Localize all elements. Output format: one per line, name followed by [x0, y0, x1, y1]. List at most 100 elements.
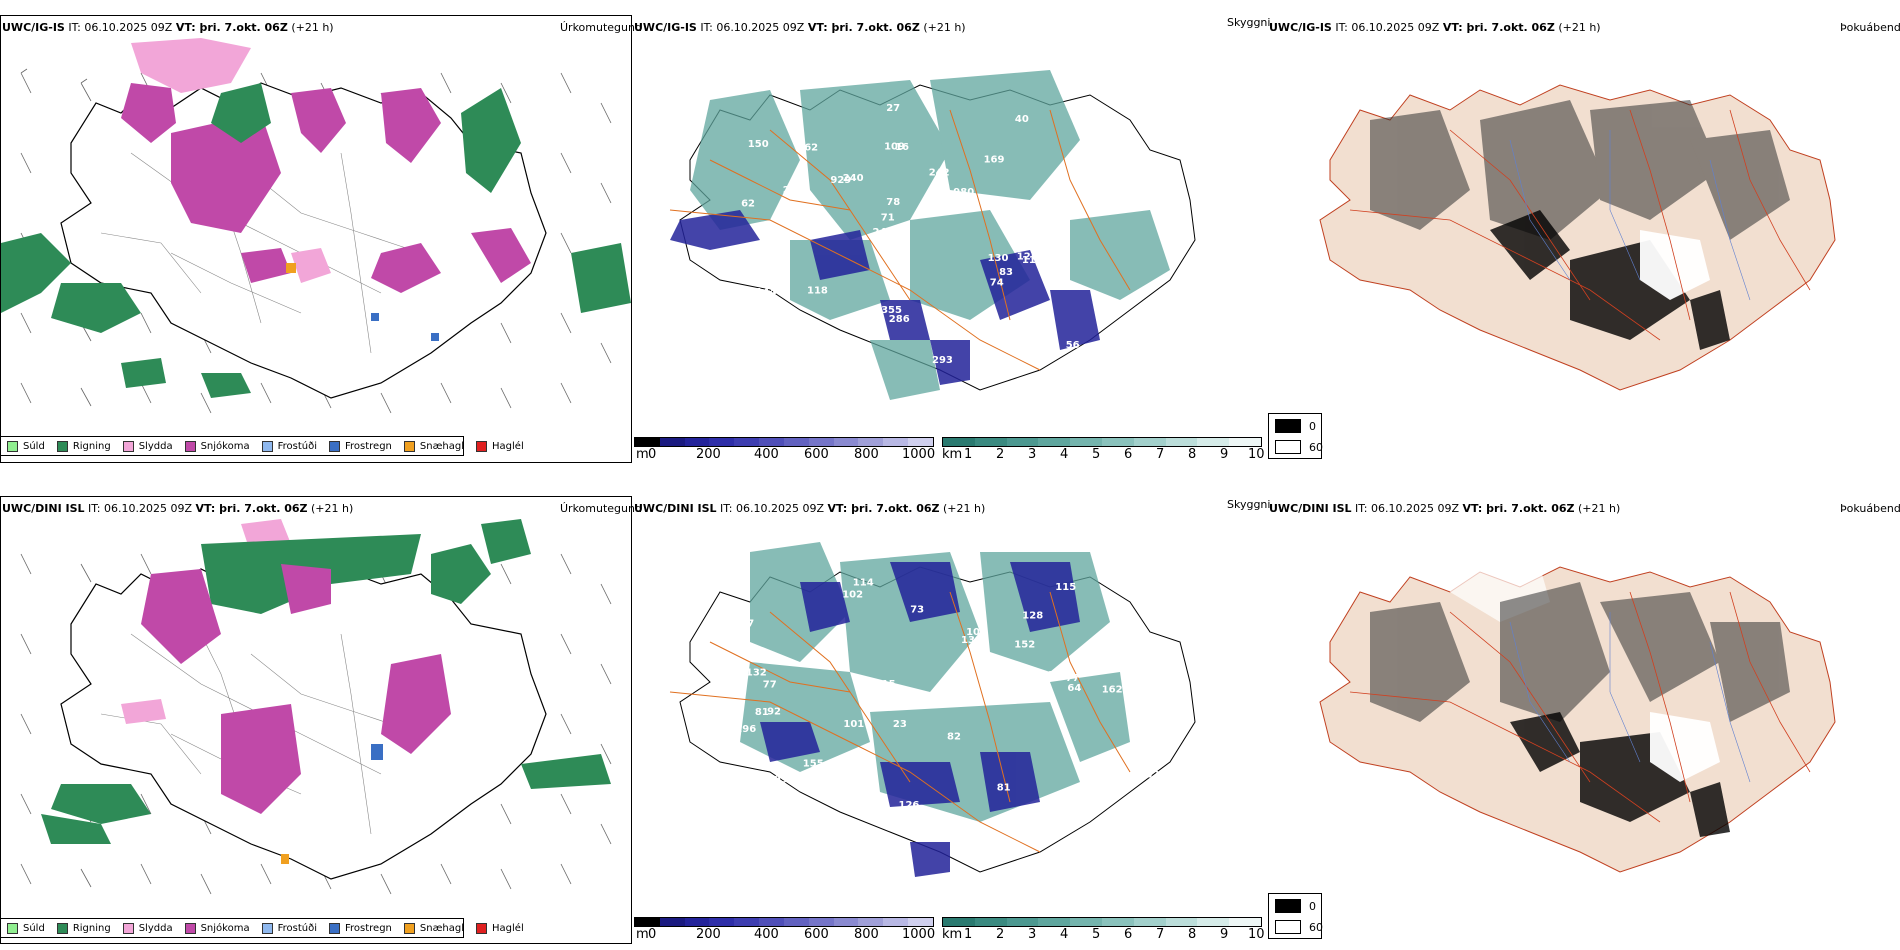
- precip-title-top: Úrkomutegund: [560, 21, 642, 34]
- fog-map-bottom: [1319, 532, 1836, 873]
- cloud-base-label: 117: [733, 618, 754, 629]
- legend-item: Rigning: [56, 922, 111, 934]
- fog-title-bottom: Þokuábendi: [1840, 502, 1900, 515]
- legend-item: Haglél: [476, 440, 524, 452]
- tick-label: 10: [1248, 927, 1265, 942]
- tick-label: 1000: [902, 927, 936, 942]
- swatch-drizzle: [7, 440, 18, 452]
- cloud-base-label: 56: [1066, 340, 1080, 351]
- init-time: IT: 06.10.2025 09Z: [68, 21, 173, 34]
- colorbar-cell: [684, 918, 710, 926]
- cloud-base-label: 630: [1143, 684, 1164, 695]
- cloud-base-label: 76: [805, 337, 819, 348]
- cloud-base-label: 84: [899, 687, 913, 698]
- legend-item: Slydda: [122, 922, 173, 934]
- swatch-sleet: [122, 440, 134, 452]
- tick-label: 8: [1188, 927, 1197, 942]
- cloud-map-bottom: 114 128 222 23 82 92 117 152 196 130 118 99 102 101 11…: [669, 542, 1196, 877]
- lead-time: (+21 h): [943, 502, 986, 515]
- precip-legend-top: Súld Rigning Slydda Snjókoma Frostúði Fr…: [0, 436, 524, 456]
- cloud-base-label: 81: [755, 707, 769, 718]
- cloud-base-label: 40: [1015, 114, 1029, 125]
- model-name: UWC/DINI ISL: [634, 502, 717, 515]
- legend-item: Súld: [7, 440, 45, 452]
- swatch-hail: [476, 440, 488, 452]
- model-name: UWC/IG-IS: [634, 21, 697, 34]
- tick-label: 3: [1028, 447, 1037, 462]
- cloud-base-label: 135: [1071, 802, 1092, 813]
- tick-label: 800: [854, 447, 879, 462]
- swatch-drizzle: [7, 922, 18, 934]
- legend-label: Súld: [23, 440, 45, 452]
- legend-item: Slydda: [122, 440, 173, 452]
- cloud-base-label: 115: [875, 679, 896, 690]
- fog-legend-label: 0: [1309, 899, 1316, 913]
- legend-item: Snjókoma: [184, 440, 250, 452]
- cloud-base-label: 118: [931, 696, 952, 707]
- colorbar-cell: [783, 918, 809, 926]
- lead-time: (+21 h): [1578, 502, 1621, 515]
- cloud-base-label: 71: [1122, 582, 1136, 593]
- cloud-title-bottom: Skyggni: [1227, 498, 1271, 511]
- colorbar-cell: [833, 918, 859, 926]
- colorbar-cell: [659, 918, 685, 926]
- model-name: UWC/DINI ISL: [1269, 502, 1352, 515]
- swatch-sleet: [122, 922, 134, 934]
- tick-label: 0: [648, 927, 657, 942]
- tick-label: 2: [996, 447, 1005, 462]
- swatch-freezing-rain: [329, 922, 340, 934]
- swatch-freezing-rain: [329, 440, 340, 452]
- cloud-base-label: 82: [947, 731, 961, 742]
- colorbar-unit: km: [942, 447, 963, 462]
- legend-label: Snæhagl: [419, 922, 465, 934]
- colorbar-unit: m: [636, 447, 649, 462]
- cloud-base-label: 286: [889, 314, 910, 325]
- legend-item: Súld: [7, 922, 45, 934]
- cloud-base-label: 23: [893, 719, 907, 730]
- colorbar-cell: [974, 438, 1007, 446]
- tick-label: 400: [754, 927, 779, 942]
- cloud-base-label: 980: [953, 187, 974, 198]
- colorbar-cell: [883, 918, 909, 926]
- fog-legend-row: 0: [1275, 419, 1316, 433]
- legend-label: Snjókoma: [200, 922, 250, 934]
- cloud-base-label: 132: [746, 668, 767, 679]
- swatch-snow-pellets: [403, 440, 415, 452]
- legend-label: Rigning: [72, 440, 111, 452]
- colorbar-cell: [1197, 438, 1230, 446]
- cloud-base-label: 83: [999, 267, 1013, 278]
- cloud-base-label: 293: [932, 355, 953, 366]
- colorbar-cell: [858, 438, 884, 446]
- colorbar-cells: [634, 437, 934, 447]
- tick-label: 7: [1156, 927, 1165, 942]
- colorbar-cell: [1101, 918, 1134, 926]
- cloud-base-label: 112: [946, 198, 967, 209]
- model-name: UWC/IG-IS: [2, 21, 65, 34]
- cloud-base-label: 144: [756, 287, 777, 298]
- colorbar-cell: [759, 918, 784, 926]
- lead-time: (+21 h): [311, 502, 354, 515]
- colorbar-cell: [1038, 438, 1071, 446]
- cloud-base-label: 81: [997, 783, 1011, 794]
- colorbar-cell: [1165, 438, 1198, 446]
- tick-label: 600: [804, 447, 829, 462]
- cloud-base-label: 27: [886, 103, 900, 114]
- model-name: UWC/IG-IS: [1269, 21, 1332, 34]
- cloud-base-label: 162: [1102, 685, 1123, 696]
- legend-label: Frostregn: [345, 440, 392, 452]
- colorbar-cell: [759, 438, 784, 446]
- legend-item: Frostúði: [261, 922, 317, 934]
- cloud-base-label: 16: [895, 142, 909, 153]
- swatch-snow-pellets: [403, 922, 415, 934]
- cloud-base-label: 108: [727, 346, 748, 357]
- cloud-base-label: 100: [1108, 166, 1129, 177]
- legend-item: Rigning: [56, 440, 111, 452]
- legend-item: Snjókoma: [184, 922, 250, 934]
- tick-label: 200: [696, 927, 721, 942]
- colorbar-cell: [635, 438, 660, 446]
- colorbar-cell: [1165, 918, 1198, 926]
- colorbar-cell: [783, 438, 809, 446]
- tick-label: 1: [964, 447, 973, 462]
- swatch-snow: [184, 440, 196, 452]
- swatch-rain: [56, 440, 68, 452]
